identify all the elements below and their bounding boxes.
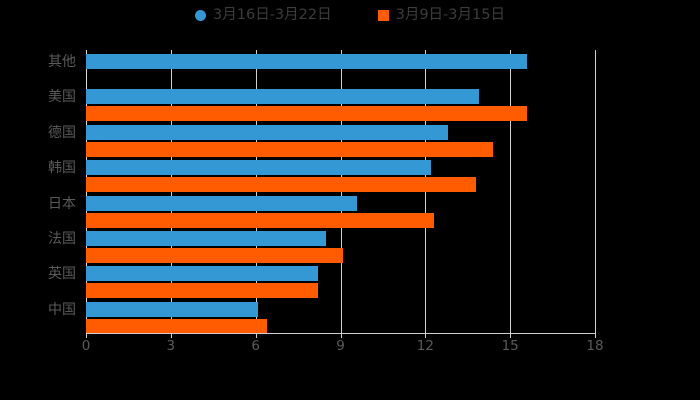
x-tick-label-12: 12: [416, 338, 434, 354]
x-tick-0: [86, 333, 87, 338]
legend-label-series-0: 3月16日-3月22日: [213, 6, 332, 23]
y-axis-label-1: 美国: [48, 89, 76, 106]
bar[interactable]: [86, 212, 434, 228]
bar[interactable]: [86, 266, 318, 282]
bar[interactable]: [86, 318, 267, 334]
bar[interactable]: [86, 230, 327, 246]
bar[interactable]: [86, 89, 480, 105]
x-tick-label-18: 18: [586, 338, 604, 354]
legend-item-series-0[interactable]: 3月16日-3月22日: [195, 8, 332, 23]
bar[interactable]: [86, 195, 358, 211]
x-tick-label-15: 15: [501, 338, 519, 354]
x-tick-label-6: 6: [251, 338, 260, 354]
bar[interactable]: [86, 124, 448, 140]
bar-group-7: [86, 301, 595, 337]
y-axis-label-4: 日本: [48, 195, 76, 212]
y-axis-label-2: 德国: [48, 124, 76, 141]
x-tick-12: [425, 333, 427, 338]
bar[interactable]: [86, 141, 494, 157]
bar-group-1: [86, 89, 595, 124]
x-tick-18: [595, 333, 596, 338]
y-axis-label-6: 英国: [48, 266, 76, 283]
bar-group-3: [86, 160, 595, 195]
x-tick-label-9: 9: [336, 338, 345, 354]
x-tick-15: [510, 333, 512, 338]
bars-layer: [86, 50, 595, 334]
y-axis-label-5: 法国: [48, 230, 76, 247]
circle-marker-icon: [195, 9, 207, 21]
square-marker-icon: [377, 9, 389, 21]
bar[interactable]: [86, 160, 431, 176]
bar-group-2: [86, 124, 595, 160]
gridline-x-18: [595, 50, 596, 333]
y-axis-label-7: 中国: [48, 301, 76, 318]
bar[interactable]: [86, 283, 318, 299]
x-tick-label-3: 3: [166, 338, 176, 354]
bar[interactable]: [86, 54, 528, 69]
bar[interactable]: [86, 106, 528, 122]
chart-legend: 3月16日-3月22日 3月9日-3月15日: [0, 0, 700, 30]
y-axis-label-3: 韩国: [48, 160, 76, 177]
legend-label-series-1: 3月9日-3月15日: [395, 6, 505, 23]
bar-group-5: [86, 230, 595, 266]
bar[interactable]: [86, 247, 344, 263]
legend-item-series-1[interactable]: 3月9日-3月15日: [377, 6, 505, 23]
bar-group-6: [86, 266, 595, 301]
plot-area: [86, 50, 596, 334]
bar[interactable]: [86, 301, 259, 317]
y-axis-labels: 其他美国德国韩国日本法国英国中国: [0, 50, 76, 333]
y-axis-label-0: 其他: [48, 54, 76, 70]
bar[interactable]: [86, 177, 477, 193]
x-tick-3: [170, 333, 172, 338]
gridline-x-15: [510, 50, 512, 333]
bar-group-0: [86, 54, 595, 89]
x-tick-6: [255, 333, 257, 338]
x-tick-9: [340, 333, 342, 338]
bar-group-4: [86, 195, 595, 231]
x-tick-label-0: 0: [81, 338, 91, 354]
